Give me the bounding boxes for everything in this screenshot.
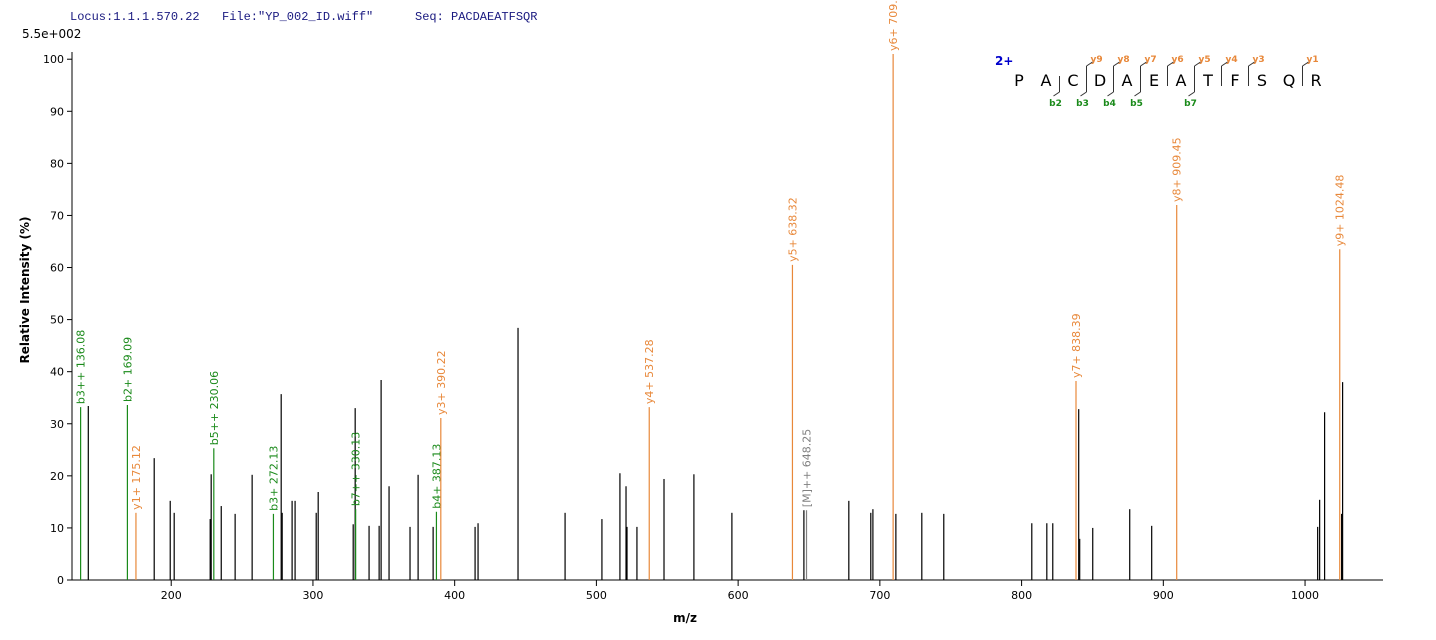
y-ion-label: y7 bbox=[1145, 55, 1157, 65]
y-ion-label: y4 bbox=[1226, 55, 1238, 65]
b-ion-label: b2 bbox=[1049, 99, 1062, 109]
locus: Locus:1.1.1.570.22 bbox=[70, 10, 200, 24]
b-ion-label: b4 bbox=[1103, 99, 1116, 109]
b-ion-label: b7 bbox=[1184, 99, 1197, 109]
y-ion-label: y3 bbox=[1253, 55, 1265, 65]
peak-label: y3+ 390.22 bbox=[435, 350, 448, 415]
residue: A bbox=[1122, 71, 1133, 90]
y-ion-bracket bbox=[1194, 61, 1201, 67]
b-ion-bracket bbox=[1134, 91, 1141, 97]
peak-label: y8+ 909.45 bbox=[1171, 137, 1184, 202]
b-ion-label: b3 bbox=[1076, 99, 1089, 109]
peak-label: y9+ 1024.48 bbox=[1334, 175, 1347, 247]
b-ion-bracket bbox=[1053, 91, 1060, 97]
peak-label: b3+ 272.13 bbox=[267, 446, 280, 511]
y-tick-label: 80 bbox=[50, 157, 64, 170]
y-tick-label: 20 bbox=[50, 470, 64, 483]
peak-label: b2+ 169.09 bbox=[121, 337, 134, 402]
y-tick-label: 40 bbox=[50, 366, 64, 379]
y-tick-label: 50 bbox=[50, 314, 64, 327]
x-tick-label: 700 bbox=[869, 589, 890, 602]
residue: D bbox=[1094, 71, 1106, 90]
residue: A bbox=[1176, 71, 1187, 90]
y-tick-label: 30 bbox=[50, 418, 64, 431]
residue: R bbox=[1310, 71, 1321, 90]
file: File:"YP_002_ID.wiff" bbox=[222, 10, 373, 24]
x-tick-label: 500 bbox=[586, 589, 607, 602]
peak-label: b5++ 230.06 bbox=[208, 371, 221, 445]
peak-label: y5+ 638.32 bbox=[786, 197, 799, 262]
residue: Q bbox=[1283, 71, 1296, 90]
sequence: Seq: PACDAEATFSQR bbox=[415, 10, 537, 24]
peak-label: y4+ 537.28 bbox=[643, 339, 656, 404]
residue: E bbox=[1149, 71, 1159, 90]
y-tick-label: 70 bbox=[50, 209, 64, 222]
residue: C bbox=[1067, 71, 1078, 90]
y-ion-label: y6 bbox=[1172, 55, 1184, 65]
y-ion-label: y5 bbox=[1199, 55, 1211, 65]
charge: 2+ bbox=[995, 54, 1013, 68]
y-ion-label: y9 bbox=[1091, 55, 1103, 65]
b-ion-bracket bbox=[1080, 91, 1087, 97]
y-tick-label: 90 bbox=[50, 105, 64, 118]
y-tick-label: 60 bbox=[50, 262, 64, 275]
peak-label: y7+ 838.39 bbox=[1070, 313, 1083, 378]
peak-label: [M]++ 648.25 bbox=[801, 429, 814, 508]
y-ion-bracket bbox=[1086, 61, 1093, 67]
peak-label: b7++ 330.13 bbox=[350, 432, 363, 506]
x-axis-label: m/z bbox=[673, 611, 697, 625]
x-tick-label: 400 bbox=[444, 589, 465, 602]
residue: T bbox=[1202, 71, 1213, 90]
peak-label: y1+ 175.12 bbox=[130, 445, 143, 510]
y-ion-bracket bbox=[1221, 61, 1228, 67]
y-ion-bracket bbox=[1248, 61, 1255, 67]
x-tick-label: 1000 bbox=[1291, 589, 1319, 602]
peak-label: y6+ 709.36 bbox=[887, 0, 900, 51]
y-axis-label: Relative Intensity (%) bbox=[18, 217, 32, 364]
x-tick-label: 600 bbox=[728, 589, 749, 602]
y-ion-bracket bbox=[1302, 61, 1309, 67]
residue: P bbox=[1014, 71, 1024, 90]
x-tick-label: 800 bbox=[1011, 589, 1032, 602]
y-tick-label: 10 bbox=[50, 522, 64, 535]
y-ion-bracket bbox=[1113, 61, 1120, 67]
y-tick-label: 0 bbox=[57, 574, 64, 587]
residue: S bbox=[1257, 71, 1267, 90]
y-tick-label: 100 bbox=[43, 53, 64, 66]
x-tick-label: 900 bbox=[1153, 589, 1174, 602]
peak-label: b4+ 387.13 bbox=[430, 444, 443, 509]
residue: F bbox=[1230, 71, 1239, 90]
b-ion-bracket bbox=[1188, 91, 1195, 97]
b-ion-bracket bbox=[1107, 91, 1114, 97]
y-ion-label: y1 bbox=[1307, 55, 1319, 65]
b-ion-label: b5 bbox=[1130, 99, 1143, 109]
x-tick-label: 300 bbox=[302, 589, 323, 602]
residue: A bbox=[1041, 71, 1052, 90]
scale-label: 5.5e+002 bbox=[22, 27, 81, 41]
y-ion-bracket bbox=[1140, 61, 1147, 67]
y-ion-bracket bbox=[1167, 61, 1174, 67]
y-ion-label: y8 bbox=[1118, 55, 1130, 65]
peak-label: b3++ 136.08 bbox=[75, 330, 88, 404]
x-tick-label: 200 bbox=[161, 589, 182, 602]
